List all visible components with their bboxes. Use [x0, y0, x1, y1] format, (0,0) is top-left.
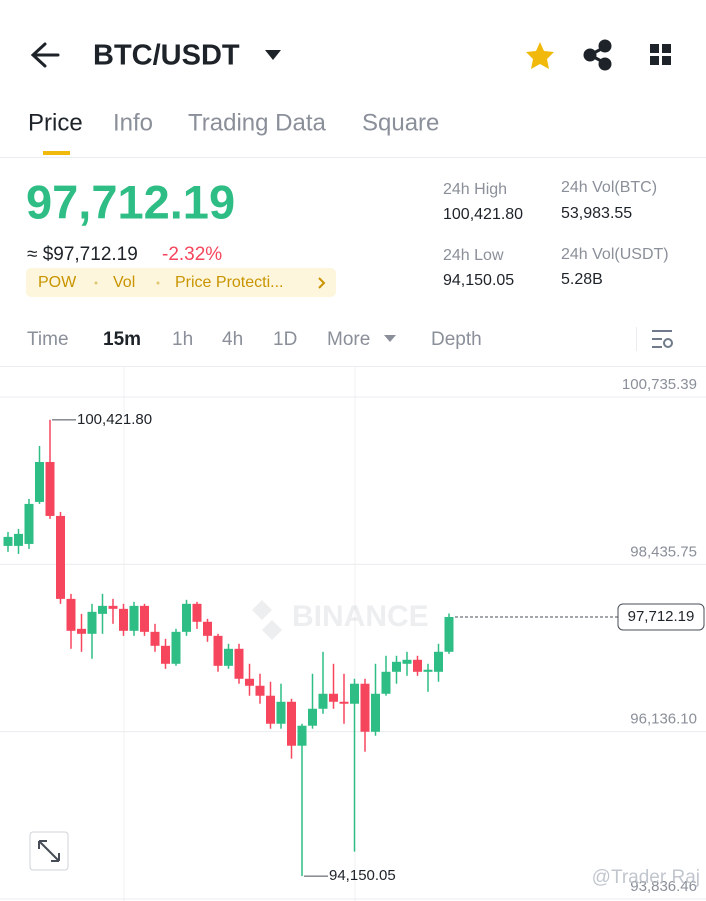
- divider: [636, 327, 637, 351]
- candle-body: [444, 616, 454, 652]
- annotation-label: 94,150.05: [329, 867, 396, 884]
- candle-body: [182, 603, 191, 632]
- interval[interactable]: Depth: [431, 329, 482, 350]
- expand-button[interactable]: [29, 831, 69, 871]
- last-price: 97,712.19: [26, 175, 235, 228]
- interval[interactable]: 1D: [273, 329, 297, 350]
- last-price-box: [617, 603, 705, 631]
- stat-value: 5.28B: [561, 271, 603, 288]
- stat-label: 24h Low: [443, 247, 504, 264]
- candle-body: [77, 628, 86, 634]
- divider: [0, 366, 706, 367]
- candle-body: [360, 683, 370, 732]
- candle-body: [129, 605, 139, 631]
- pair-title[interactable]: BTC/USDT: [93, 40, 240, 72]
- chip[interactable]: Vol: [113, 274, 135, 291]
- chip[interactable]: Price Protecti...: [175, 274, 283, 291]
- chart-settings[interactable]: [652, 330, 673, 348]
- candle-body: [287, 701, 296, 746]
- candle-body: [371, 693, 380, 732]
- stat-value: 53,983.55: [561, 205, 632, 222]
- candle-body: [234, 648, 244, 679]
- interval[interactable]: 15m: [103, 329, 141, 350]
- chip-bar[interactable]: [26, 268, 336, 297]
- grid-menu[interactable]: [650, 44, 671, 65]
- candle-body: [413, 659, 422, 672]
- chip-arrow[interactable]: [318, 277, 326, 289]
- price-change: -2.32%: [162, 244, 222, 265]
- candle-body: [87, 611, 97, 634]
- candle-body: [140, 605, 149, 632]
- candle-body: [224, 648, 233, 666]
- y-tick-label: 93,836.46: [630, 878, 697, 895]
- interval[interactable]: 4h: [222, 329, 243, 350]
- candle-body: [150, 631, 160, 646]
- annotation-label: 100,421.80: [77, 411, 152, 428]
- tab[interactable]: Square: [362, 109, 439, 136]
- candle-body: [14, 533, 23, 546]
- candle-body: [308, 708, 317, 726]
- candle-body: [350, 683, 359, 704]
- stat-label: 24h High: [443, 181, 507, 198]
- candle-body: [108, 605, 118, 609]
- tab[interactable]: Trading Data: [188, 109, 327, 136]
- candle-body: [329, 693, 338, 702]
- watermark-text: BINANCE: [292, 600, 429, 633]
- share-button[interactable]: [583, 39, 612, 71]
- candle-body: [56, 515, 65, 599]
- stat-value: 94,150.05: [443, 272, 514, 289]
- candle-body: [24, 503, 34, 544]
- fiat-price: ≈ $97,712.19: [27, 244, 138, 265]
- last-price-label: 97,712.19: [628, 608, 695, 625]
- candle-body: [423, 669, 433, 672]
- candle-body: [45, 462, 55, 516]
- candle-body: [119, 608, 128, 631]
- stat-label: 24h Vol(USDT): [561, 246, 669, 263]
- candlestick-chart: 100,735.39 98,435.75 96,136.10 93,836.46 100…: [0, 367, 706, 901]
- candle-body: [213, 635, 223, 666]
- candle-body: [98, 605, 107, 614]
- tab[interactable]: Price: [28, 109, 83, 136]
- y-tick-label: 96,136.10: [630, 711, 697, 728]
- tab[interactable]: Info: [113, 109, 153, 136]
- candle-body: [434, 651, 443, 672]
- candle-body: [318, 693, 328, 709]
- chip-separator: [156, 281, 160, 285]
- candle-body: [35, 462, 44, 502]
- stat-value: 100,421.80: [443, 206, 523, 223]
- y-tick-label: 98,435.75: [630, 543, 697, 560]
- chip[interactable]: POW: [38, 274, 77, 291]
- candle-body: [381, 671, 391, 694]
- interval[interactable]: 1h: [172, 329, 193, 350]
- candle-body: [297, 725, 307, 746]
- candle-body: [192, 603, 202, 622]
- pair-dropdown[interactable]: [265, 50, 281, 60]
- y-tick-label: 100,735.39: [622, 376, 697, 393]
- interval[interactable]: Time: [27, 329, 69, 350]
- tab-indicator: [43, 151, 70, 155]
- more-caret[interactable]: [384, 335, 396, 342]
- candle-body: [203, 621, 212, 636]
- candle-body: [402, 659, 412, 664]
- candle-body: [3, 536, 13, 546]
- divider: [0, 157, 706, 158]
- back-button[interactable]: [30, 42, 60, 68]
- stat-label: 24h Vol(BTC): [561, 179, 657, 196]
- favorite-star[interactable]: [526, 42, 554, 69]
- candle-body: [171, 631, 181, 664]
- candle-body: [392, 661, 401, 672]
- user-watermark: @Trader Raj: [592, 867, 700, 888]
- candle-body: [266, 695, 275, 724]
- chip-separator: [94, 281, 98, 285]
- interval[interactable]: More: [327, 329, 370, 350]
- candle-body: [161, 645, 170, 664]
- candle-body: [66, 598, 76, 631]
- candle-body: [255, 685, 265, 696]
- binance-watermark: BINANCE: [252, 600, 429, 640]
- candle-body: [339, 701, 349, 704]
- candle-body: [245, 678, 254, 686]
- candle-body: [276, 701, 286, 724]
